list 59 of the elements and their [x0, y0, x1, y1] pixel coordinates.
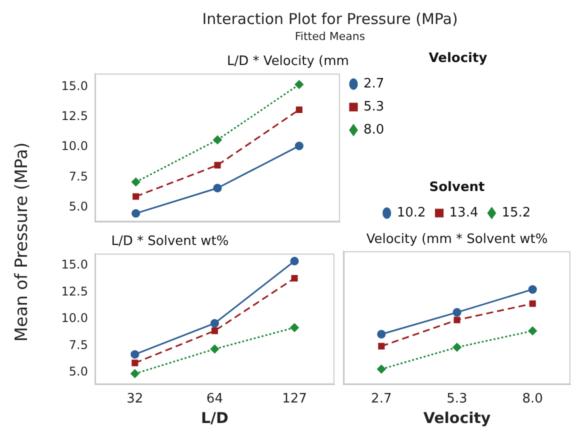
- point: [290, 323, 299, 332]
- point: [210, 318, 219, 328]
- chart-title: L/D * Solvent wt%: [111, 234, 229, 250]
- text: Fitted Means: [294, 30, 366, 43]
- y-tick-label: 5.0: [68, 364, 88, 379]
- y-tick-label: 10.0: [61, 139, 88, 154]
- legend-label: 10.2: [396, 205, 426, 220]
- x-tick-label: 64: [206, 392, 223, 407]
- legend-label: 5.3: [364, 99, 384, 114]
- point: [294, 142, 304, 150]
- y-tick-label: 10.0: [61, 311, 88, 326]
- x-tick-label: 127: [282, 392, 307, 407]
- x-tick-label: 32: [126, 392, 144, 407]
- point: [377, 330, 386, 338]
- point: [454, 316, 460, 324]
- point: [214, 162, 221, 168]
- point: [130, 369, 140, 378]
- y-tick-label: 15.0: [61, 258, 88, 272]
- point: [130, 350, 140, 359]
- chart-title: L/D * Velocity (mm: [227, 54, 349, 70]
- y-tick-label: 7.5: [68, 338, 88, 352]
- point: [290, 256, 299, 266]
- point: [529, 300, 536, 307]
- point: [452, 308, 462, 317]
- point: [213, 184, 222, 192]
- x-axis-title: Velocity: [423, 408, 491, 427]
- point: [452, 342, 462, 352]
- point: [294, 80, 304, 89]
- y-tick-label: 12.5: [61, 109, 88, 124]
- point: [213, 136, 222, 144]
- point: [132, 209, 140, 218]
- point: [528, 285, 537, 294]
- point: [296, 106, 302, 114]
- chart-title: Velocity (mm * Solvent wt%: [366, 232, 548, 247]
- x-tick-label: 8.0: [522, 392, 543, 407]
- point: [378, 342, 385, 350]
- legend-title: Solvent: [429, 180, 485, 195]
- y-axis-title: Mean of Pressure (MPa): [12, 141, 32, 344]
- point: [528, 326, 537, 336]
- x-axis-title: L/D: [200, 408, 228, 427]
- x-tick-label: 2.7: [371, 392, 392, 407]
- y-tick-label: 5.0: [68, 199, 88, 214]
- point: [210, 344, 219, 354]
- legend-title: Velocity: [428, 50, 488, 66]
- point: [132, 360, 138, 366]
- x-tick-label: 5.3: [446, 392, 468, 407]
- point: [377, 364, 386, 374]
- text: Interaction Plot for Pressure (MPa): [201, 10, 459, 28]
- point: [132, 193, 140, 200]
- legend-label: 2.7: [364, 76, 384, 92]
- y-tick-label: 15.0: [61, 78, 88, 93]
- legend-label: 8.0: [364, 122, 384, 138]
- point: [211, 328, 218, 334]
- point: [132, 178, 140, 186]
- y-tick-label: 7.5: [68, 169, 88, 184]
- legend-label: 13.4: [449, 205, 478, 220]
- legend-label: 15.2: [502, 205, 531, 220]
- y-tick-label: 12.5: [61, 284, 88, 298]
- point: [291, 274, 298, 282]
